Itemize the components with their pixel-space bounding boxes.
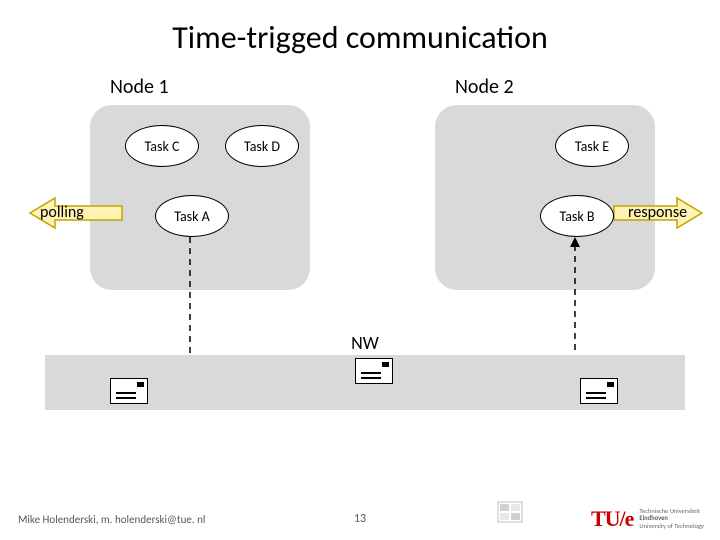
logo: TU/e Technische Universiteit Eindhoven U… — [591, 506, 704, 532]
response-label: response — [628, 203, 687, 222]
task-a: Task A — [155, 195, 229, 237]
message-icon — [580, 378, 618, 404]
task-c-label: Task C — [145, 138, 180, 155]
task-d: Task D — [225, 125, 299, 167]
task-a-label: Task A — [174, 208, 210, 225]
task-b: Task B — [540, 195, 614, 237]
logo-text: TU/e — [591, 506, 633, 532]
polling-label: polling — [40, 203, 84, 222]
task-c: Task C — [125, 125, 199, 167]
message-icon — [355, 358, 393, 384]
task-e-label: Task E — [575, 138, 609, 155]
message-icon — [110, 378, 148, 404]
network-label: NW — [340, 332, 390, 354]
task-e: Task E — [555, 125, 629, 167]
node2-label: Node 2 — [455, 75, 514, 99]
task-d-label: Task D — [244, 138, 280, 155]
slide-title: Time-trigged communication — [0, 18, 720, 57]
task-b-label: Task B — [559, 208, 594, 225]
node1-label: Node 1 — [110, 75, 169, 99]
logo-subtext: Technische Universiteit Eindhoven Univer… — [639, 508, 704, 529]
